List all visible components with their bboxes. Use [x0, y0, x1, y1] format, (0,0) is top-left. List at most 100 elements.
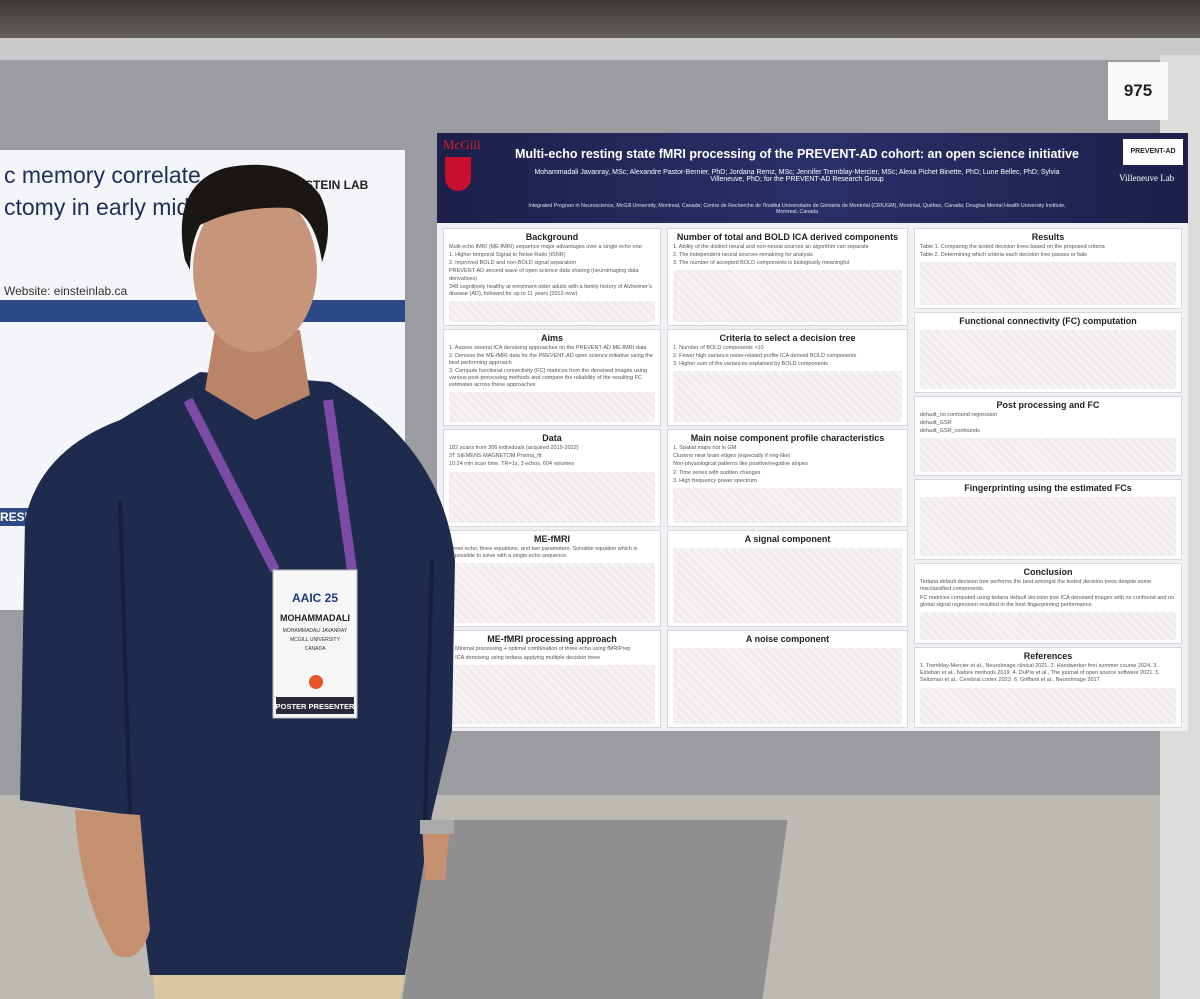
- logo: McGill: [443, 137, 481, 152]
- poster-section: ME-fMRI processing approach 1. Minimal pr…: [443, 630, 661, 728]
- section-text: 10:24 min scan time, TR=1s, 3 echos, 604…: [449, 461, 575, 468]
- logo: PREVENT-AD: [1123, 139, 1183, 165]
- section-text: Table 2. Determining which criteria each…: [920, 252, 1087, 259]
- section-text: 1. Tremblay-Mercier et al., NeuroImage c…: [920, 663, 1160, 684]
- section-heading: Results: [1031, 232, 1065, 242]
- badge-affiliation: MCGILL UNIVERSITY: [290, 637, 340, 643]
- section-text: default_GSR_confounds: [920, 427, 980, 434]
- section-text: default_GSR: [920, 419, 952, 426]
- poster-column: Background Multi echo fMRI (ME-fMRI) sequ…: [443, 228, 661, 728]
- section-text: 2. Improved BOLD and non-BOLD signal sep…: [449, 260, 576, 267]
- section-text: 1. Number of BOLD components >10: [673, 344, 764, 351]
- poster-title: Multi-echo resting state fMRI processing…: [515, 147, 1079, 161]
- poster-section: Background Multi echo fMRI (ME-fMRI) sequ…: [443, 228, 661, 326]
- section-text: 2. Denoise the ME-fMRI data for the PREV…: [449, 352, 653, 366]
- section-heading: Conclusion: [1023, 567, 1073, 578]
- logo: Villeneuve Lab: [1119, 173, 1175, 183]
- section-text: 2. The independent neural sources remain…: [673, 252, 813, 259]
- figure: [920, 438, 1176, 473]
- hair: [181, 164, 329, 270]
- badge: [272, 569, 358, 719]
- hand: [422, 822, 450, 880]
- section-heading: Background: [525, 232, 579, 242]
- section-text: 1. Higher temporal Signal to Noise Ratio…: [449, 252, 566, 259]
- section-heading: Number of total and BOLD ICA derived com…: [676, 232, 899, 242]
- section-heading: References: [1023, 651, 1073, 662]
- section-text: 348 cognitively healthy at enrolment old…: [449, 283, 652, 297]
- section-text: 1. Spatial maps not in GM: [673, 445, 737, 452]
- website: Website: einsteinlab.ca: [4, 284, 128, 298]
- section-text: Clusters near brain edges (especially if…: [673, 453, 791, 460]
- section-heading: ME-fMRI processing approach: [487, 634, 617, 645]
- hand: [75, 810, 150, 958]
- figure: [920, 262, 1176, 305]
- section-text: 3. Higher sum of the variances explained…: [673, 360, 828, 367]
- section-heading: Functional connectivity (FC) computation: [959, 315, 1137, 326]
- section-text: 3T SIEMENS MAGNETOM Prisma_fit: [449, 453, 542, 460]
- shirt: [20, 372, 455, 975]
- left-poster-title: c memory correlate: [4, 162, 201, 188]
- figure: [449, 664, 655, 724]
- section-text: 3. Compute functional connectivity (FC) …: [449, 368, 648, 389]
- poster-section: Criteria to select a decision tree 1. Num…: [667, 328, 908, 427]
- watch: [420, 820, 454, 834]
- figure: [920, 329, 1176, 389]
- poster-section: A signal component: [667, 529, 908, 628]
- section-text: 1. Minimal processing + optimal combinat…: [449, 646, 631, 653]
- figure: [673, 487, 902, 523]
- section-text: 2. Fewer high variance noise-related pro…: [673, 352, 857, 359]
- section-text: 182 scans from 306 individuals (acquired…: [449, 445, 579, 452]
- section-heading: A noise component: [745, 634, 830, 645]
- section-heading: ME-fMRI: [534, 533, 570, 544]
- poster-section: A noise component: [667, 630, 908, 728]
- crest: [445, 157, 471, 191]
- lanyard: [183, 397, 357, 573]
- badge-full-name: MOHAMMADALI JAVANRAY: [283, 628, 348, 634]
- board-frame: [0, 38, 1200, 60]
- section-heading: Criteria to select a decision tree: [719, 332, 856, 343]
- poster-section: Post processing and FC default_no confoun…: [914, 395, 1182, 477]
- section-text: 1. Assess several ICA denoising approach…: [449, 344, 647, 351]
- poster-section: Conclusion Tedana default decision tree p…: [914, 563, 1182, 645]
- poster-section: ME-fMRI Three echo, three equations, and …: [443, 529, 661, 628]
- section-text: 3. High frequency power spectrum: [673, 477, 757, 484]
- section-text: FC matrices computed using tedana defaul…: [920, 594, 1175, 608]
- badge-country: CANADA: [305, 646, 327, 652]
- poster: McGill Multi-echo resting state fMRI pro…: [437, 133, 1188, 731]
- section-text: Multi echo fMRI (ME-fMRI) sequence major…: [449, 244, 644, 250]
- section-text: Table 1. Comparing the tested decision t…: [920, 244, 1105, 250]
- neck: [205, 330, 310, 420]
- arm-shadow: [118, 499, 434, 821]
- badge-event: AAIC 25: [292, 591, 338, 605]
- figure: [920, 497, 1176, 557]
- figure: [673, 270, 902, 322]
- section-text: 2. ICA denoising using tedana applying m…: [449, 654, 601, 661]
- section-heading: Post processing and FC: [996, 399, 1100, 410]
- section-text: default_no confound regression: [920, 411, 998, 418]
- figure: [673, 371, 902, 423]
- poster-section: Results Table 1. Comparing the tested dec…: [914, 228, 1182, 309]
- section-heading: Fingerprinting using the estimated FCs: [964, 483, 1132, 494]
- poster-section: Functional connectivity (FC) computation: [914, 311, 1182, 393]
- badge-dot: [309, 675, 323, 689]
- poster-section: Data 182 scans from 306 individuals (acqu…: [443, 429, 661, 527]
- ceiling: [0, 0, 1200, 45]
- badge-first-name: MOHAMMADALI: [280, 613, 350, 623]
- badge-role: POSTER PRESENTER: [276, 702, 355, 711]
- section-heading: A signal component: [744, 533, 831, 544]
- section-text: 3. The number of accepted BOLD component…: [673, 260, 849, 267]
- poster-column: Results Table 1. Comparing the tested dec…: [914, 228, 1182, 728]
- section-text: PREVENT-AD second wave of open science d…: [449, 268, 639, 282]
- section-text: 2. Time series with sudden changes: [673, 469, 761, 476]
- figure: [449, 300, 655, 322]
- head: [193, 188, 317, 352]
- poster-section: References 1. Tremblay-Mercier et al., Ne…: [914, 647, 1182, 728]
- section-text: Three echo, three equations, and two par…: [449, 545, 638, 559]
- section-heading: Data: [542, 433, 562, 444]
- poster-section: Aims 1. Assess several ICA denoising appr…: [443, 328, 661, 427]
- section-heading: Aims: [540, 332, 563, 343]
- poster-column: Number of total and BOLD ICA derived com…: [667, 228, 908, 728]
- figure: [920, 611, 1176, 641]
